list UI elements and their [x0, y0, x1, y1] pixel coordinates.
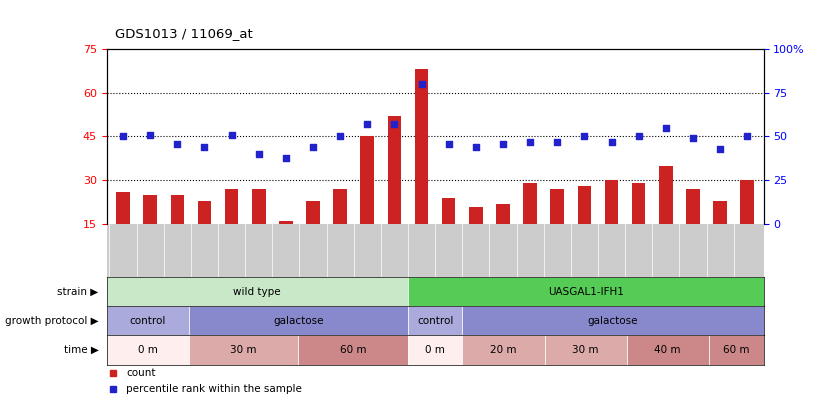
Bar: [544, 335, 626, 364]
Bar: [659, 166, 672, 269]
Point: [279, 154, 292, 161]
Bar: [171, 195, 184, 269]
Point: [252, 151, 265, 157]
Point: [470, 144, 483, 150]
Bar: [632, 183, 645, 269]
Bar: [107, 277, 408, 306]
Point: [443, 140, 456, 147]
Bar: [408, 306, 462, 335]
Bar: [225, 189, 238, 269]
Bar: [469, 207, 483, 269]
Bar: [198, 201, 211, 269]
Point: [578, 133, 591, 140]
Text: control: control: [417, 316, 453, 326]
Point: [497, 140, 510, 147]
Text: 0 m: 0 m: [138, 345, 158, 355]
Text: count: count: [126, 368, 156, 377]
Point: [388, 121, 401, 128]
Text: galactose: galactose: [273, 316, 323, 326]
Bar: [388, 116, 401, 269]
Text: GDS1013 / 11069_at: GDS1013 / 11069_at: [115, 28, 253, 40]
Bar: [713, 201, 727, 269]
Text: 60 m: 60 m: [340, 345, 366, 355]
Point: [171, 140, 184, 147]
Point: [659, 124, 672, 131]
Point: [605, 139, 618, 145]
Bar: [415, 69, 429, 269]
Point: [524, 139, 537, 145]
Point: [333, 133, 346, 140]
Text: 30 m: 30 m: [572, 345, 599, 355]
Bar: [605, 181, 618, 269]
Bar: [626, 335, 709, 364]
Point: [117, 133, 130, 140]
Bar: [279, 222, 292, 269]
Point: [686, 135, 699, 141]
Bar: [298, 335, 408, 364]
Point: [306, 144, 319, 150]
Text: 60 m: 60 m: [723, 345, 750, 355]
Text: time ▶: time ▶: [64, 345, 99, 355]
Point: [198, 144, 211, 150]
Text: control: control: [130, 316, 166, 326]
Text: 30 m: 30 m: [231, 345, 257, 355]
Text: strain ▶: strain ▶: [57, 287, 99, 296]
Point: [741, 133, 754, 140]
Text: percentile rank within the sample: percentile rank within the sample: [126, 384, 302, 394]
Bar: [117, 192, 130, 269]
Point: [551, 139, 564, 145]
Bar: [252, 189, 265, 269]
Point: [144, 132, 157, 138]
Point: [713, 145, 727, 152]
Point: [225, 132, 238, 138]
Text: galactose: galactose: [588, 316, 638, 326]
Bar: [107, 335, 189, 364]
Bar: [686, 189, 699, 269]
Bar: [189, 335, 298, 364]
Point: [632, 133, 645, 140]
Text: 40 m: 40 m: [654, 345, 681, 355]
Bar: [408, 277, 764, 306]
Bar: [360, 136, 374, 269]
Bar: [523, 183, 537, 269]
Bar: [709, 335, 764, 364]
Point: [360, 121, 374, 128]
Text: wild type: wild type: [233, 287, 281, 296]
Text: growth protocol ▶: growth protocol ▶: [5, 316, 99, 326]
Point: [415, 81, 428, 87]
Bar: [306, 201, 320, 269]
Bar: [462, 306, 764, 335]
Bar: [741, 181, 754, 269]
Text: 20 m: 20 m: [490, 345, 516, 355]
Text: UASGAL1-IFH1: UASGAL1-IFH1: [548, 287, 624, 296]
Bar: [496, 204, 510, 269]
Bar: [442, 198, 456, 269]
Bar: [189, 306, 408, 335]
Bar: [462, 335, 544, 364]
Bar: [107, 306, 189, 335]
Bar: [333, 189, 347, 269]
Bar: [144, 195, 157, 269]
Bar: [578, 186, 591, 269]
Bar: [408, 335, 462, 364]
Text: 0 m: 0 m: [425, 345, 445, 355]
Bar: [550, 189, 564, 269]
